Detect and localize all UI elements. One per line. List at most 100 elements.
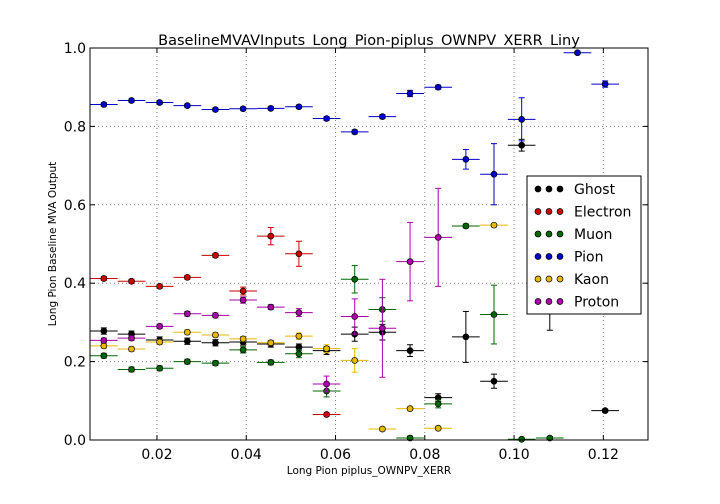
muon-point bbox=[156, 364, 163, 372]
pion-point bbox=[462, 155, 470, 163]
electron-point bbox=[295, 250, 303, 258]
muon-point bbox=[100, 352, 108, 360]
pion-point bbox=[434, 83, 442, 91]
proton-series bbox=[90, 187, 453, 393]
ghost-point bbox=[295, 343, 303, 351]
legend-marker-proton bbox=[545, 298, 553, 305]
kaon-point bbox=[267, 339, 275, 347]
legend-marker-muon bbox=[556, 230, 564, 238]
pion-point bbox=[490, 170, 498, 178]
legend-marker-electron bbox=[545, 208, 553, 215]
pion-point bbox=[406, 90, 414, 97]
proton-point bbox=[100, 337, 108, 344]
legend: Ghost Electron Muon Pion Kaon Proton bbox=[526, 175, 642, 315]
legend-label-ghost: Ghost bbox=[574, 182, 616, 198]
legend-marker-ghost bbox=[534, 185, 542, 193]
proton-point bbox=[379, 324, 386, 332]
pion-point bbox=[574, 49, 581, 57]
pion-point bbox=[267, 105, 275, 112]
kaon-point bbox=[490, 221, 498, 229]
muon-point bbox=[351, 275, 359, 283]
x-tick-label: 0.02 bbox=[141, 447, 172, 463]
electron-point bbox=[128, 277, 135, 285]
kaon-point bbox=[434, 424, 442, 432]
y-tick-label: 0.6 bbox=[64, 198, 86, 214]
y-tick-label: 0.2 bbox=[64, 355, 86, 371]
legend-marker-proton bbox=[556, 298, 564, 305]
pion-point bbox=[601, 80, 609, 88]
muon-point bbox=[128, 366, 135, 373]
proton-point bbox=[406, 258, 414, 265]
kaon-point bbox=[212, 331, 219, 339]
proton-point bbox=[351, 313, 359, 320]
ghost-point bbox=[212, 339, 219, 347]
kaon-point bbox=[323, 345, 330, 353]
legend-marker-kaon bbox=[534, 275, 542, 283]
legend-marker-kaon bbox=[556, 275, 564, 283]
pion-point bbox=[156, 99, 163, 106]
kaon-point bbox=[183, 328, 191, 336]
y-tick-label: 0.4 bbox=[64, 276, 86, 292]
legend-marker-electron bbox=[556, 208, 564, 215]
electron-point bbox=[183, 273, 191, 281]
proton-point bbox=[434, 233, 442, 241]
kaon-point bbox=[128, 345, 135, 353]
data-marks bbox=[90, 49, 619, 443]
electron-point bbox=[239, 287, 247, 295]
muon-series bbox=[90, 222, 564, 443]
proton-point bbox=[239, 296, 247, 304]
ghost-point bbox=[601, 407, 609, 414]
y-tick-label: 0.8 bbox=[64, 119, 86, 135]
legend-marker-proton bbox=[534, 298, 542, 305]
legend-marker-pion bbox=[556, 253, 564, 260]
kaon-point bbox=[156, 338, 163, 346]
kaon-point bbox=[295, 332, 303, 340]
kaon-point bbox=[406, 405, 414, 412]
electron-series bbox=[90, 227, 341, 418]
proton-point bbox=[267, 303, 275, 311]
muon-point bbox=[183, 358, 191, 365]
y-axis-label: Long Pion Baseline MVA Output bbox=[47, 162, 59, 327]
legend-label-proton: Proton bbox=[574, 295, 619, 311]
legend-label-kaon: Kaon bbox=[574, 272, 609, 288]
legend-marker-pion bbox=[534, 253, 542, 260]
muon-point bbox=[490, 311, 498, 318]
ghost-point bbox=[490, 377, 498, 385]
pion-point bbox=[212, 106, 219, 113]
proton-point bbox=[295, 309, 303, 316]
kaon-point bbox=[239, 335, 247, 343]
x-tick-label: 0.04 bbox=[231, 447, 262, 463]
chart-title: BaselineMVAVInputs_Long_Pion-piplus_OWNP… bbox=[158, 33, 580, 49]
pion-point bbox=[239, 105, 247, 113]
ghost-point bbox=[100, 327, 108, 335]
legend-box bbox=[526, 175, 642, 315]
kaon-point bbox=[379, 425, 386, 433]
ghost-point bbox=[406, 347, 414, 354]
legend-marker-ghost bbox=[545, 185, 553, 193]
ghost-point bbox=[518, 141, 526, 149]
electron-point bbox=[212, 252, 219, 259]
plot-frame bbox=[89, 47, 649, 441]
proton-point bbox=[212, 311, 219, 319]
legend-label-pion: Pion bbox=[574, 250, 603, 266]
pion-point bbox=[379, 113, 386, 120]
muon-point bbox=[518, 435, 526, 443]
muon-point bbox=[295, 350, 303, 358]
ghost-point bbox=[462, 333, 470, 341]
pion-point bbox=[100, 101, 108, 108]
legend-label-electron: Electron bbox=[574, 205, 631, 221]
y-tick-label: 0.0 bbox=[64, 433, 86, 449]
kaon-series bbox=[90, 221, 508, 433]
proton-point bbox=[128, 334, 135, 342]
muon-point bbox=[434, 400, 442, 408]
muon-point bbox=[212, 359, 219, 367]
pion-point bbox=[323, 115, 330, 122]
muon-point bbox=[267, 359, 275, 366]
legend-marker-electron bbox=[534, 208, 542, 215]
proton-point bbox=[156, 322, 163, 330]
pion-point bbox=[351, 128, 359, 136]
muon-point bbox=[239, 346, 247, 354]
y-tick-label: 1.0 bbox=[64, 41, 86, 57]
electron-point bbox=[156, 282, 163, 290]
